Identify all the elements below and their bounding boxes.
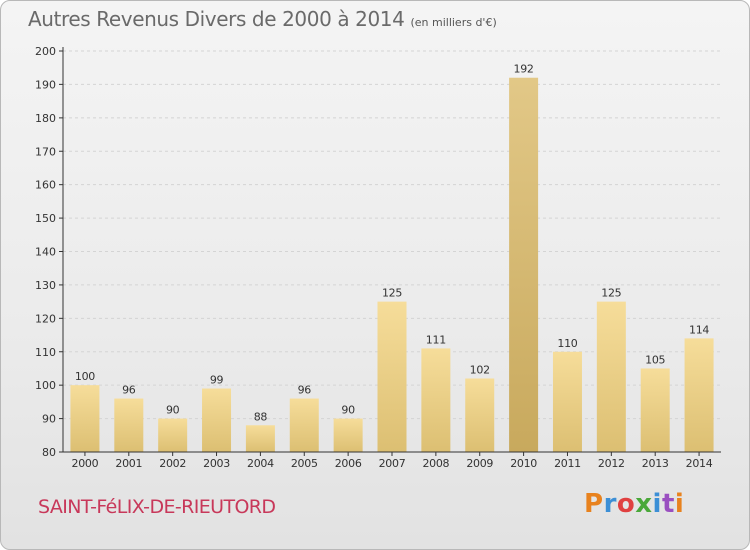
bar-2014 <box>684 338 714 452</box>
x-tick-label: 2013 <box>642 457 669 470</box>
x-tick-label: 2009 <box>466 457 493 470</box>
bar-2004 <box>245 425 275 452</box>
x-tick-label: 2006 <box>335 457 362 470</box>
y-tick-label: 190 <box>35 78 56 91</box>
chart-title-text: Autres Revenus Divers de 2000 à 2014 <box>28 7 405 31</box>
chart-title: Autres Revenus Divers de 2000 à 2014 (en … <box>28 7 497 31</box>
logo-letter: r <box>603 489 617 519</box>
bar-value-label: 105 <box>645 353 665 366</box>
logo-letter: t <box>661 489 675 519</box>
bar-value-label: 114 <box>689 323 709 336</box>
logo-letter: i <box>674 489 685 519</box>
bar-value-label: 96 <box>298 384 312 397</box>
x-tick-label: 2010 <box>510 457 537 470</box>
bar-value-label: 96 <box>122 384 136 397</box>
bar-2013 <box>640 368 670 452</box>
x-tick-label: 2007 <box>379 457 406 470</box>
bar-value-label: 110 <box>557 337 577 350</box>
logo-letter: i <box>652 489 662 519</box>
x-tick-label: 2008 <box>422 457 449 470</box>
y-tick-label: 200 <box>35 45 56 58</box>
bar-value-label: 90 <box>166 404 180 417</box>
y-tick-label: 90 <box>42 413 56 426</box>
y-tick-label: 110 <box>35 346 56 359</box>
chart-subtitle: (en milliers d'€) <box>410 16 497 29</box>
bar-value-label: 125 <box>382 287 402 300</box>
proxiti-logo: Proxiti <box>584 489 684 519</box>
bar-value-label: 192 <box>514 63 534 76</box>
x-tick-label: 2004 <box>247 457 274 470</box>
bar-2012 <box>596 301 626 452</box>
y-tick-label: 100 <box>35 379 56 392</box>
y-tick-label: 120 <box>35 312 56 325</box>
bar-2010 <box>509 77 539 452</box>
bar-2002 <box>158 418 188 452</box>
bar-2000 <box>70 385 100 452</box>
logo-letter: x <box>635 489 653 519</box>
bar-value-label: 100 <box>75 370 95 383</box>
y-tick-label: 80 <box>42 446 56 459</box>
x-tick-label: 2005 <box>291 457 318 470</box>
bar-2003 <box>202 388 232 452</box>
bar-value-label: 90 <box>341 404 355 417</box>
bar-2005 <box>289 398 319 452</box>
y-tick-label: 140 <box>35 246 56 259</box>
x-tick-label: 2000 <box>72 457 99 470</box>
x-tick-label: 2002 <box>159 457 186 470</box>
bar-value-label: 88 <box>254 410 268 423</box>
x-tick-label: 2012 <box>598 457 625 470</box>
bar-2007 <box>377 301 407 452</box>
logo-letter: P <box>584 489 604 519</box>
y-tick-label: 180 <box>35 112 56 125</box>
x-tick-label: 2011 <box>554 457 581 470</box>
bar-2009 <box>465 378 495 452</box>
x-tick-label: 2001 <box>115 457 142 470</box>
place-name: SAINT-FéLIX-DE-RIEUTORD <box>38 496 276 518</box>
bar-value-label: 102 <box>470 363 490 376</box>
x-tick-label: 2003 <box>203 457 230 470</box>
bar-value-label: 99 <box>210 374 224 387</box>
x-tick-label: 2014 <box>686 457 713 470</box>
bar-value-label: 111 <box>426 333 446 346</box>
bar-2008 <box>421 348 451 452</box>
y-tick-label: 150 <box>35 212 56 225</box>
bar-value-label: 125 <box>601 287 621 300</box>
y-tick-label: 160 <box>35 179 56 192</box>
y-tick-label: 170 <box>35 145 56 158</box>
bar-2006 <box>333 418 363 452</box>
y-tick-label: 130 <box>35 279 56 292</box>
bar-2001 <box>114 398 144 452</box>
bar-2011 <box>552 351 582 452</box>
logo-letter: o <box>616 489 636 519</box>
